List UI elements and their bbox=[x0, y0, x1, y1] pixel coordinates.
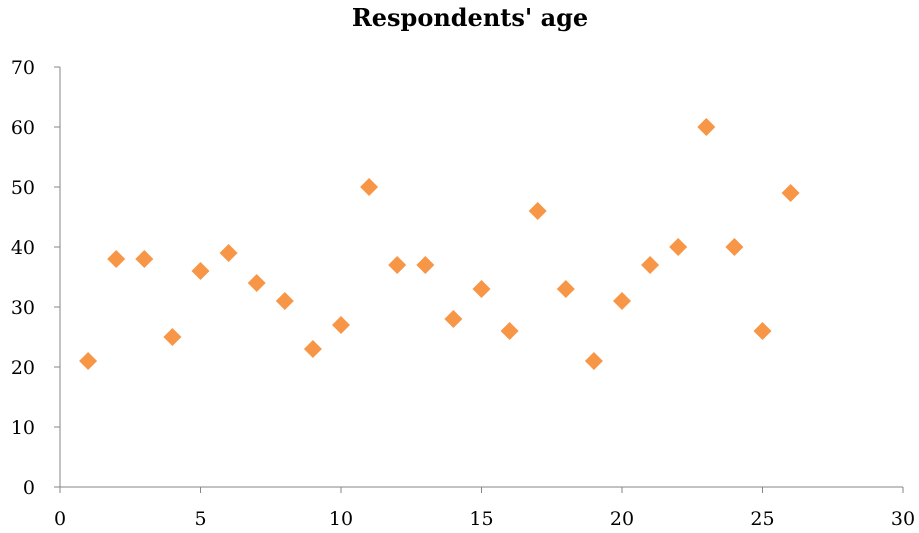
data-point-18 bbox=[556, 280, 575, 298]
data-point-6 bbox=[219, 244, 238, 262]
data-point-24 bbox=[725, 238, 744, 256]
data-point-3 bbox=[135, 250, 154, 268]
data-point-19 bbox=[584, 352, 603, 370]
x-tick-label: 30 bbox=[891, 508, 915, 530]
data-point-20 bbox=[613, 292, 631, 310]
x-tick-label: 0 bbox=[54, 508, 66, 530]
y-tick-label: 70 bbox=[11, 57, 35, 79]
data-point-8 bbox=[275, 292, 294, 310]
y-tick-label: 0 bbox=[23, 477, 35, 499]
data-point-9 bbox=[303, 340, 322, 358]
data-points bbox=[79, 118, 800, 370]
y-tick-label: 10 bbox=[11, 417, 35, 439]
data-point-2 bbox=[107, 250, 126, 268]
data-point-10 bbox=[332, 316, 350, 334]
data-point-1 bbox=[79, 352, 98, 370]
data-point-13 bbox=[416, 256, 435, 274]
data-point-16 bbox=[500, 322, 519, 340]
x-tick-label: 10 bbox=[329, 508, 353, 530]
data-point-22 bbox=[669, 238, 688, 256]
x-tick-label: 15 bbox=[469, 508, 493, 530]
data-point-5 bbox=[191, 262, 210, 280]
data-point-12 bbox=[388, 256, 407, 274]
data-point-21 bbox=[641, 256, 660, 274]
y-tick-label: 20 bbox=[11, 357, 35, 379]
data-point-23 bbox=[697, 118, 716, 136]
data-point-15 bbox=[472, 280, 491, 298]
y-tick-label: 60 bbox=[11, 117, 35, 139]
data-point-11 bbox=[360, 178, 379, 196]
y-tick-label: 40 bbox=[11, 237, 35, 259]
x-tick-label: 20 bbox=[610, 508, 634, 530]
data-point-26 bbox=[781, 184, 800, 202]
data-point-17 bbox=[528, 202, 547, 220]
data-point-4 bbox=[163, 328, 182, 346]
chart-title: Respondents' age bbox=[352, 3, 588, 32]
data-point-14 bbox=[444, 310, 463, 328]
axis-ticks: 0 10 20 30 40 50 60 70 0 5 10 15 20 25 30 bbox=[11, 57, 915, 530]
y-tick-label: 50 bbox=[11, 177, 35, 199]
data-point-7 bbox=[247, 274, 266, 292]
x-tick-label: 5 bbox=[194, 508, 206, 530]
data-point-25 bbox=[753, 322, 772, 340]
x-tick-label: 25 bbox=[750, 508, 774, 530]
y-tick-label: 30 bbox=[11, 297, 35, 319]
